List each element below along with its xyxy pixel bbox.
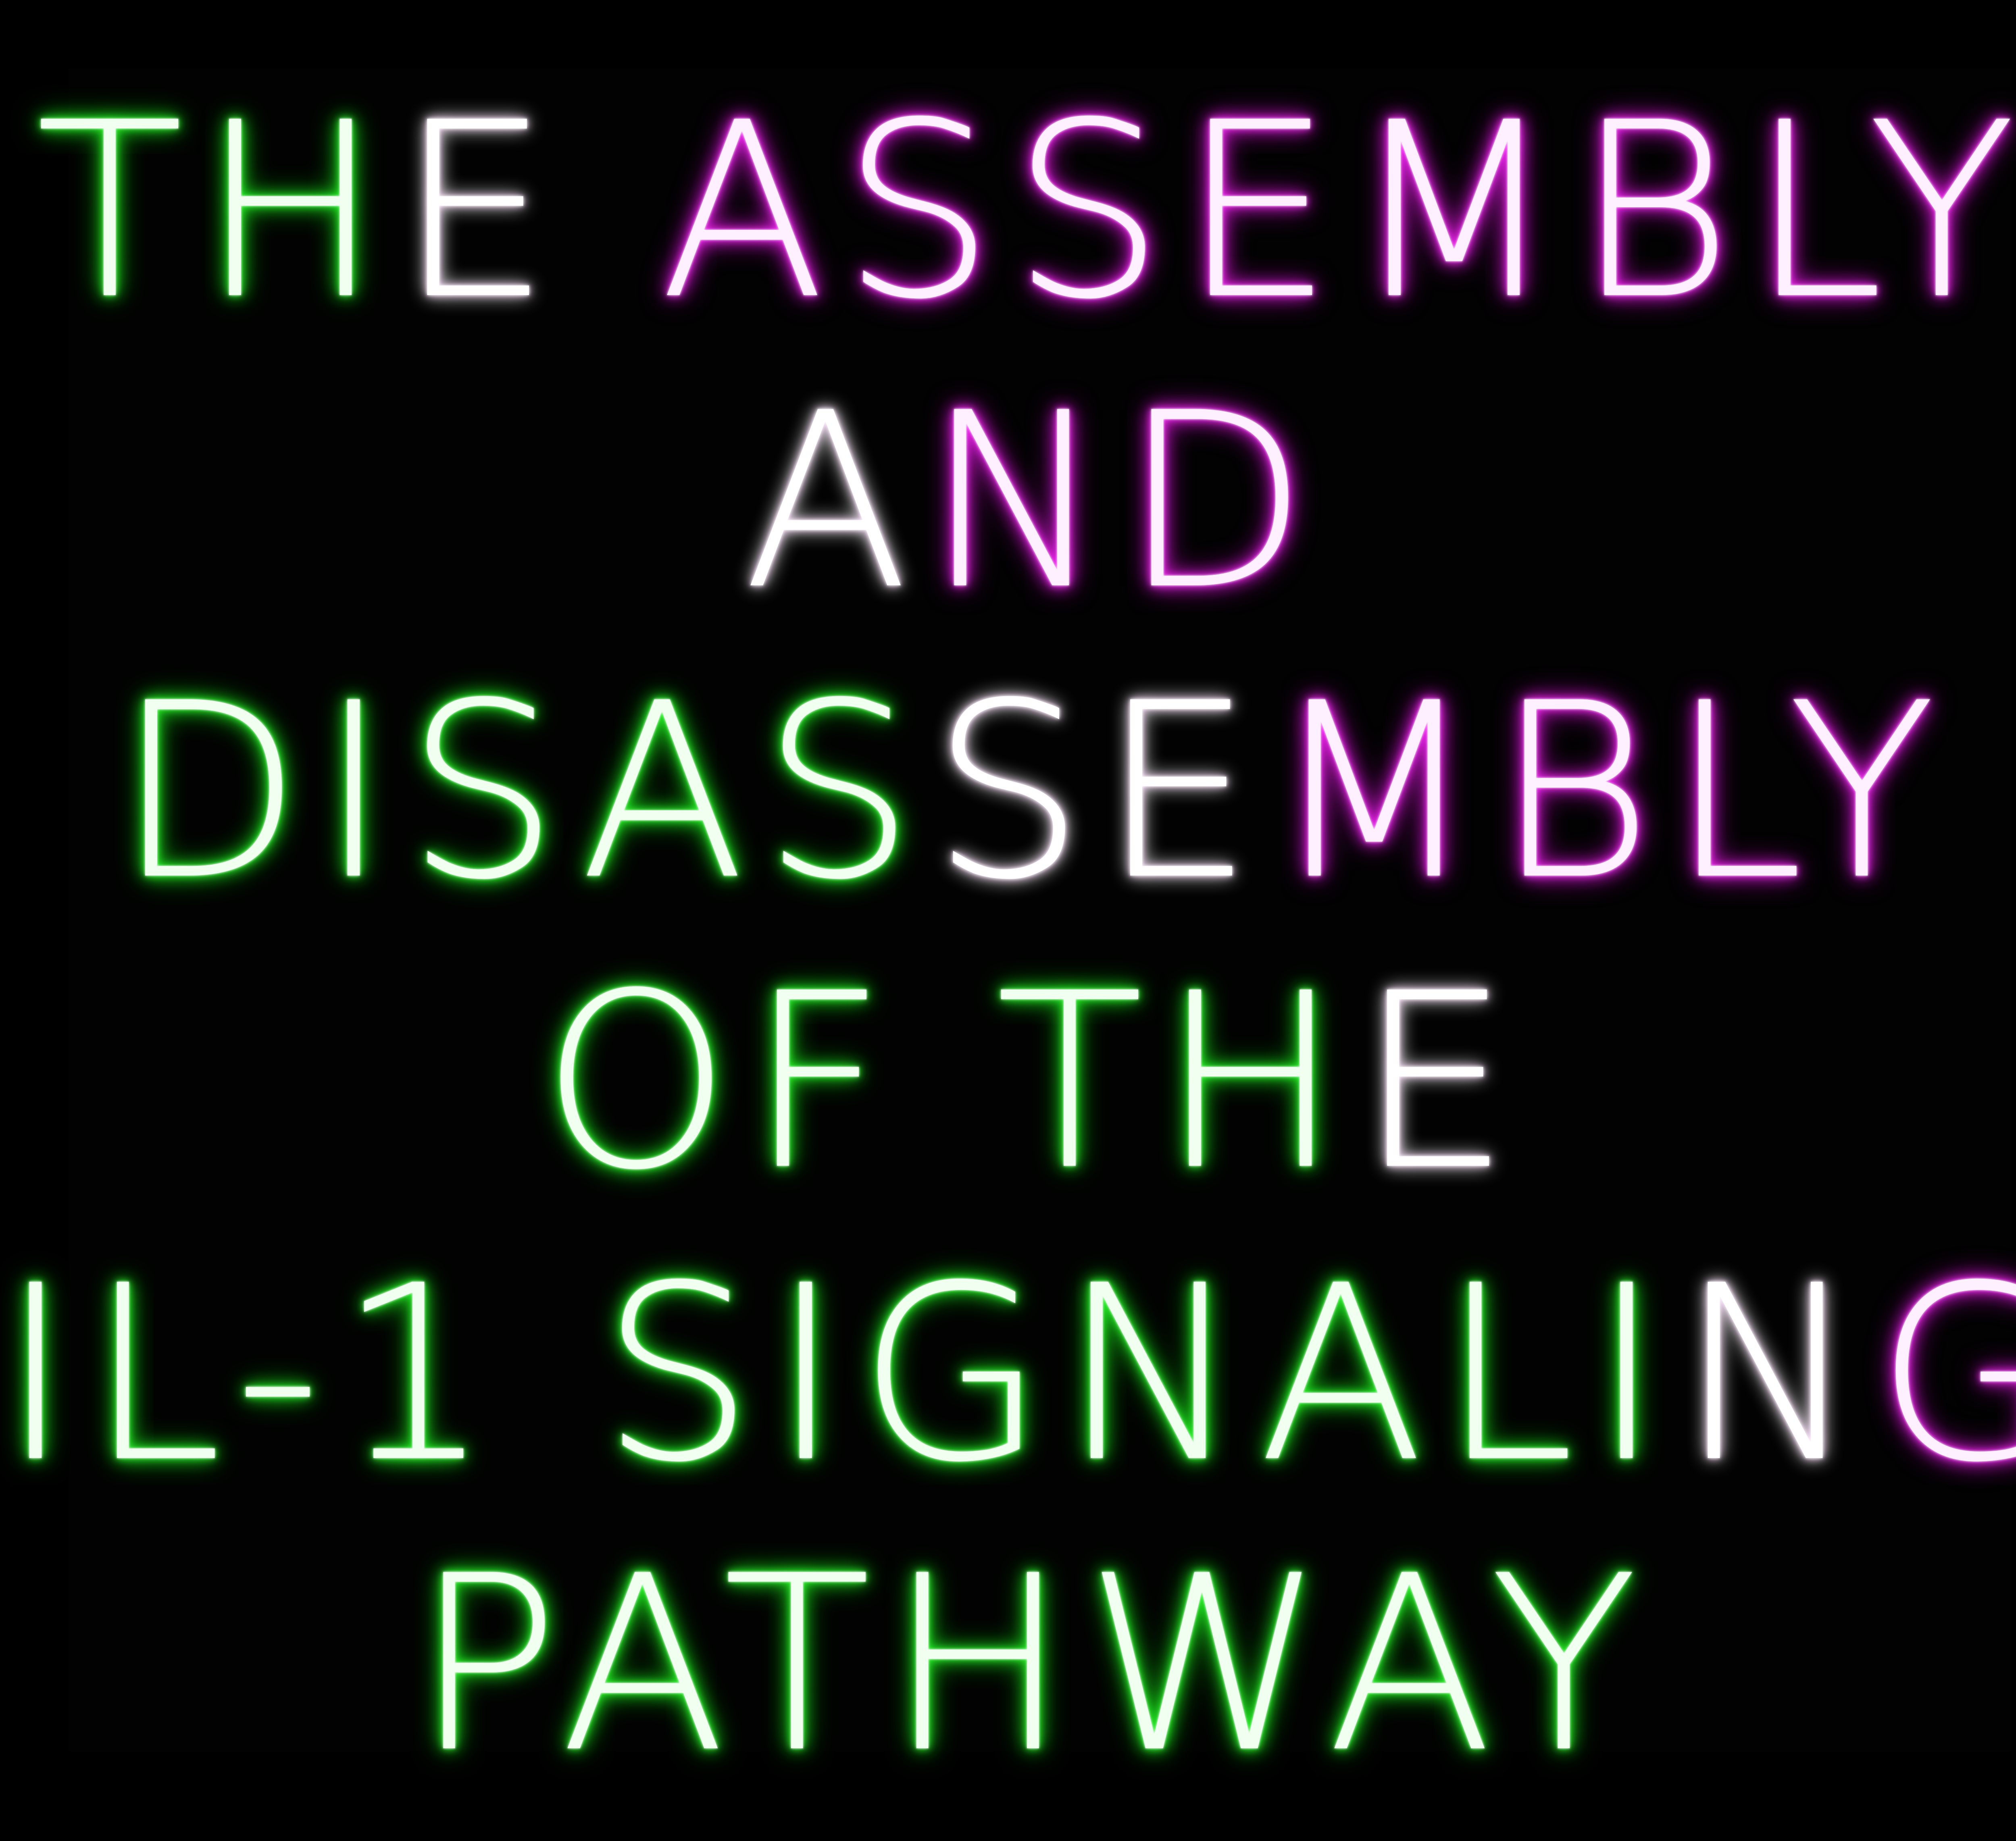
title-panel — [69, 69, 2012, 1752]
title-line-2: AND — [0, 381, 2016, 623]
title-line-1-part-1: TH — [35, 71, 398, 352]
title-line-3-part-2: SE — [931, 651, 1270, 933]
title-line-2-part-1: A — [743, 361, 925, 643]
title-line-5: IL-1 SIGNALING — [0, 1254, 2016, 1496]
title-line-1: THE ASSEMBLY — [0, 91, 2016, 333]
title-line-1-part-2: E — [398, 71, 567, 352]
title-line-6: PATHWAY — [0, 1544, 2016, 1786]
title-line-3: DISASSEMBLY — [0, 671, 2016, 913]
title-line-4: OF THE — [0, 961, 2016, 1203]
title-line-1-part-3: ASSEMBLY — [566, 71, 2016, 352]
title-line-2-part-2: ND — [925, 361, 1325, 643]
title-line-3-part-1: DISAS — [116, 651, 931, 933]
title-line-3-part-3: MBLY — [1270, 651, 1952, 933]
title-line-6-part-1: PATHWAY — [414, 1524, 1654, 1806]
title-line-4-part-2: E — [1358, 941, 1527, 1223]
title-line-5-part-3: G — [1875, 1234, 2016, 1515]
title-line-5-part-1: IL-1 SIGNALI — [0, 1234, 1679, 1515]
title-line-4-part-1: OF TH — [541, 941, 1358, 1223]
title-line-5-part-2: N — [1678, 1234, 1876, 1515]
